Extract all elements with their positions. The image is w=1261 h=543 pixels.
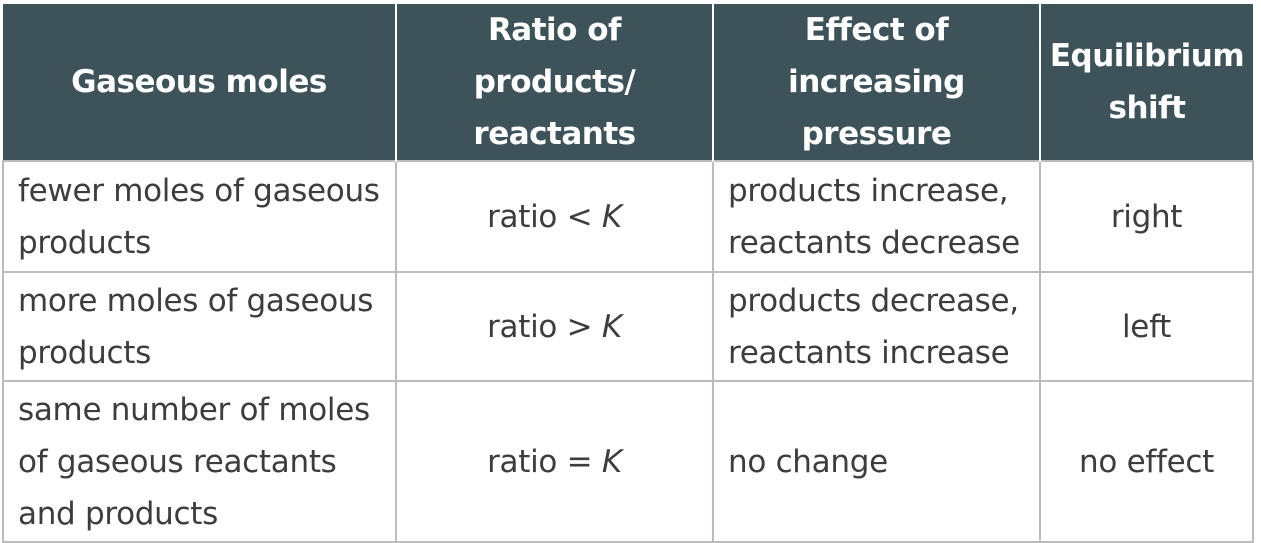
table-row: fewer moles of gaseous products ratio < … — [2, 160, 1254, 273]
cell-effect: products increase, reactants decrease — [712, 160, 1041, 273]
header-effect: Effect of increasing pressure — [712, 4, 1040, 161]
ratio-symbol: K — [601, 443, 622, 480]
ratio-symbol: K — [601, 198, 622, 235]
table-row: more moles of gaseous products ratio > K… — [2, 271, 1254, 382]
table-header: Gaseous moles Ratio of products/ reactan… — [3, 4, 1253, 161]
header-row: Gaseous moles Ratio of products/ reactan… — [3, 4, 1253, 161]
cell-ratio: ratio > K — [395, 271, 714, 382]
cell-shift: left — [1039, 271, 1254, 382]
ratio-text: ratio > — [487, 308, 602, 345]
cell-shift: right — [1039, 160, 1254, 273]
cell-gaseous-moles: same number of moles of gaseous reactant… — [2, 380, 397, 543]
ratio-symbol: K — [601, 308, 622, 345]
cell-gaseous-moles: more moles of gaseous products — [2, 271, 397, 382]
header-gaseous-moles: Gaseous moles — [3, 4, 396, 161]
cell-ratio: ratio < K — [395, 160, 714, 273]
cell-effect: no change — [712, 380, 1041, 543]
header-ratio: Ratio of products/ reactants — [395, 4, 713, 161]
ratio-text: ratio < — [487, 198, 602, 235]
cell-shift: no effect — [1039, 380, 1254, 543]
cell-effect: products decrease, reactants increase — [712, 271, 1041, 382]
ratio-text: ratio = — [487, 443, 602, 480]
cell-ratio: ratio = K — [395, 380, 714, 543]
table-row: same number of moles of gaseous reactant… — [2, 380, 1254, 543]
table-body: fewer moles of gaseous products ratio < … — [2, 160, 1254, 543]
header-equilibrium-shift: Equilibrium shift — [1039, 4, 1253, 161]
cell-gaseous-moles: fewer moles of gaseous products — [2, 160, 397, 273]
equilibrium-pressure-table: Gaseous moles Ratio of products/ reactan… — [2, 4, 1254, 543]
